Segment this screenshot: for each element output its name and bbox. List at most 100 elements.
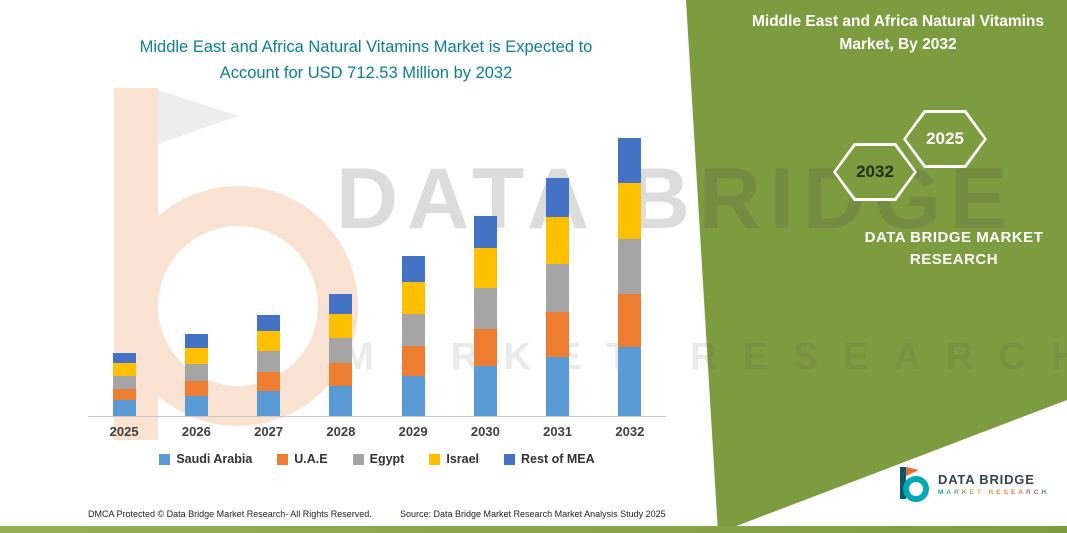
bar-segment-2029-rest-of-mea [401,256,425,283]
databridge-logo-icon [900,467,929,502]
stacked-bar-2029 [401,256,425,416]
legend-item-egypt: Egypt [352,452,405,466]
legend-swatch [429,453,441,465]
page-title-line2: Account for USD 712.53 Million by 2032 [219,64,513,82]
legend-item-rest-of-mea: Rest of MEA [504,452,595,466]
legend-label: Rest of MEA [521,452,595,466]
bar-segment-2026-israel [184,347,208,365]
bar-segment-2031-israel [546,216,570,265]
bar-segment-2025-egypt [112,376,136,389]
legend-label: U.A.E [294,452,328,466]
stacked-bar-2030 [473,215,497,416]
bar-segment-2030-saudi-arabia [473,366,497,416]
legend-swatch [159,453,171,465]
x-label-2030: 2030 [470,424,500,439]
bar-segment-2027-israel [257,330,281,352]
bar-segment-2031-egypt [546,264,570,312]
panel-heading-line2: Market, By 2032 [839,36,957,53]
panel-heading-line1: Middle East and Africa Natural Vitamins [752,13,1044,30]
source-note: Source: Data Bridge Market Research Mark… [400,509,666,519]
stacked-bar-2032 [618,138,642,416]
legend-item-saudi-arabia: Saudi Arabia [159,452,252,466]
bar-segment-2025-israel [112,363,136,377]
x-axis-labels: 2025 2026 2027 2028 2029 2030 2031 2032 [88,424,666,439]
x-label-2032: 2032 [615,424,645,439]
bar-2027 [233,102,305,416]
legend-swatch [352,453,364,465]
bar-2030 [449,102,521,416]
bar-segment-2032-u-a-e [618,294,642,347]
panel-heading: Middle East and Africa Natural Vitamins … [742,10,1054,56]
databridge-logo-title: DATA BRIDGE [938,472,1035,487]
legend-swatch [277,453,289,465]
bar-segment-2029-u-a-e [401,346,425,377]
bar-segment-2028-israel [329,314,353,339]
x-label-2025: 2025 [109,424,139,439]
x-label-2029: 2029 [398,424,428,439]
bar-segment-2031-rest-of-mea [546,178,570,217]
bar-segment-2026-u-a-e [184,380,208,396]
stacked-bar-2028 [329,294,353,416]
bottom-green-strip [0,526,1067,533]
bar-segment-2032-egypt [618,238,642,295]
bar-segment-2027-rest-of-mea [257,314,281,331]
legend-label: Israel [446,452,480,466]
bar-segment-2027-egypt [257,351,281,372]
x-label-2028: 2028 [326,424,356,439]
x-label-2031: 2031 [543,424,573,439]
legend-swatch [504,453,516,465]
page-title: Middle East and Africa Natural Vitamins … [110,34,622,86]
bar-segment-2030-egypt [473,288,497,329]
hexagon-2032: 2032 [833,143,917,201]
bar-2028 [305,102,377,416]
bar-segment-2025-rest-of-mea [112,353,136,364]
x-label-2026: 2026 [181,424,211,439]
bar-plot [88,102,666,417]
bar-segment-2031-u-a-e [546,311,570,357]
databridge-logo-subtitle: MARKET RESEARCH [938,489,1050,496]
bar-2026 [160,102,232,416]
bar-segment-2028-saudi-arabia [329,385,353,416]
bar-segment-2028-egypt [329,338,353,364]
stacked-bar-2031 [546,178,570,416]
bar-segment-2032-israel [618,183,642,239]
bar-2025 [88,102,160,416]
stacked-bar-2026 [184,334,208,416]
brand-text: DATA BRIDGE MARKET RESEARCH [864,229,1044,268]
legend-label: Saudi Arabia [176,452,253,466]
bar-segment-2030-rest-of-mea [473,215,497,249]
watermark-subtext: MARKET RESEARCH [342,336,1067,378]
hexagon-2025: 2025 [903,110,987,168]
stacked-bar-2027 [257,314,281,416]
bar-2031 [522,102,594,416]
bar-segment-2027-u-a-e [257,371,281,391]
legend-item-israel: Israel [429,452,479,466]
bar-segment-2028-rest-of-mea [329,294,353,315]
bar-segment-2026-egypt [184,364,208,381]
page-title-line1: Middle East and Africa Natural Vitamins … [139,38,593,56]
legend-item-u-a-e: U.A.E [277,452,328,466]
bar-segment-2029-egypt [401,314,425,347]
hexagon-2032-fill [836,146,914,198]
databridge-logo: DATA BRIDGE MARKET RESEARCH [897,464,1049,504]
bar-2032 [594,102,666,416]
chart-legend: Saudi Arabia U.A.E Egypt Israel Rest of MEA [88,452,666,466]
bar-segment-2025-u-a-e [112,388,136,401]
bar-segment-2032-rest-of-mea [618,138,642,184]
bar-segment-2031-saudi-arabia [546,356,570,416]
stacked-bar-2025 [112,353,136,416]
bar-segment-2028-u-a-e [329,363,353,386]
hexagon-2025-label: 2025 [926,129,964,148]
databridge-watermark-logo-icon [86,78,376,455]
x-label-2027: 2027 [254,424,284,439]
bar-segment-2026-rest-of-mea [184,334,208,348]
bar-segment-2025-saudi-arabia [112,400,136,416]
bar-segment-2029-israel [401,282,425,315]
bar-2029 [377,102,449,416]
legend-label: Egypt [369,452,405,466]
bar-segment-2030-israel [473,248,497,289]
bar-segment-2029-saudi-arabia [401,376,425,416]
bar-segment-2027-saudi-arabia [257,390,281,416]
bar-segment-2030-u-a-e [473,328,497,367]
hexagon-2032-label: 2032 [856,162,894,181]
